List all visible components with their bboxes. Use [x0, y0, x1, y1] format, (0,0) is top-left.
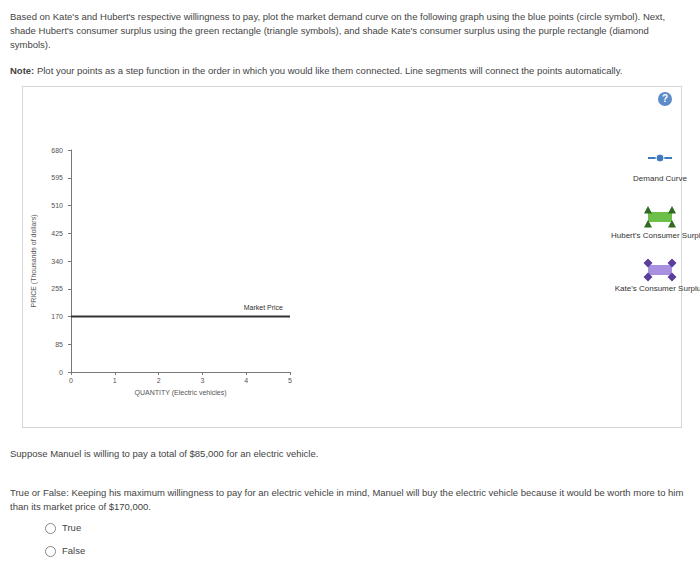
svg-text:680: 680: [51, 147, 63, 154]
svg-text:4: 4: [244, 377, 248, 384]
html-text:True or False: Keeping his max: True or False: Keeping his maximum willi…: [10, 487, 684, 512]
svg-text:340: 340: [51, 258, 63, 265]
svg-text:0: 0: [59, 369, 63, 376]
html-text:Note: Plot your points as a st: Note: Plot your points as a step functio…: [10, 65, 623, 76]
svg-text:QUANTITY (Electric vehicles): QUANTITY (Electric vehicles): [134, 389, 226, 397]
svg-text:170: 170: [51, 313, 63, 320]
svg-text:5: 5: [288, 377, 292, 384]
svg-text:255: 255: [51, 285, 63, 292]
html-text:False: False: [62, 545, 86, 556]
svg-text:85: 85: [55, 341, 63, 348]
svg-text:PRICE (Thousands of dollars): PRICE (Thousands of dollars): [30, 215, 38, 308]
html-text:Suppose Manuel is willing to p: Suppose Manuel is willing to pay a total…: [10, 448, 319, 459]
svg-text:595: 595: [51, 174, 63, 181]
html-text:Demand Curve: Demand Curve: [633, 174, 687, 183]
svg-text:1: 1: [113, 377, 117, 384]
svg-text:425: 425: [51, 230, 63, 237]
html-text:Based on Kate's and Hubert's r: Based on Kate's and Hubert's respective …: [10, 11, 666, 50]
svg-text:Market Price: Market Price: [244, 304, 283, 311]
svg-text:2: 2: [157, 377, 161, 384]
svg-text:0: 0: [69, 377, 73, 384]
html-text:True: True: [62, 522, 82, 533]
svg-text:510: 510: [51, 202, 63, 209]
svg-text:3: 3: [200, 377, 204, 384]
